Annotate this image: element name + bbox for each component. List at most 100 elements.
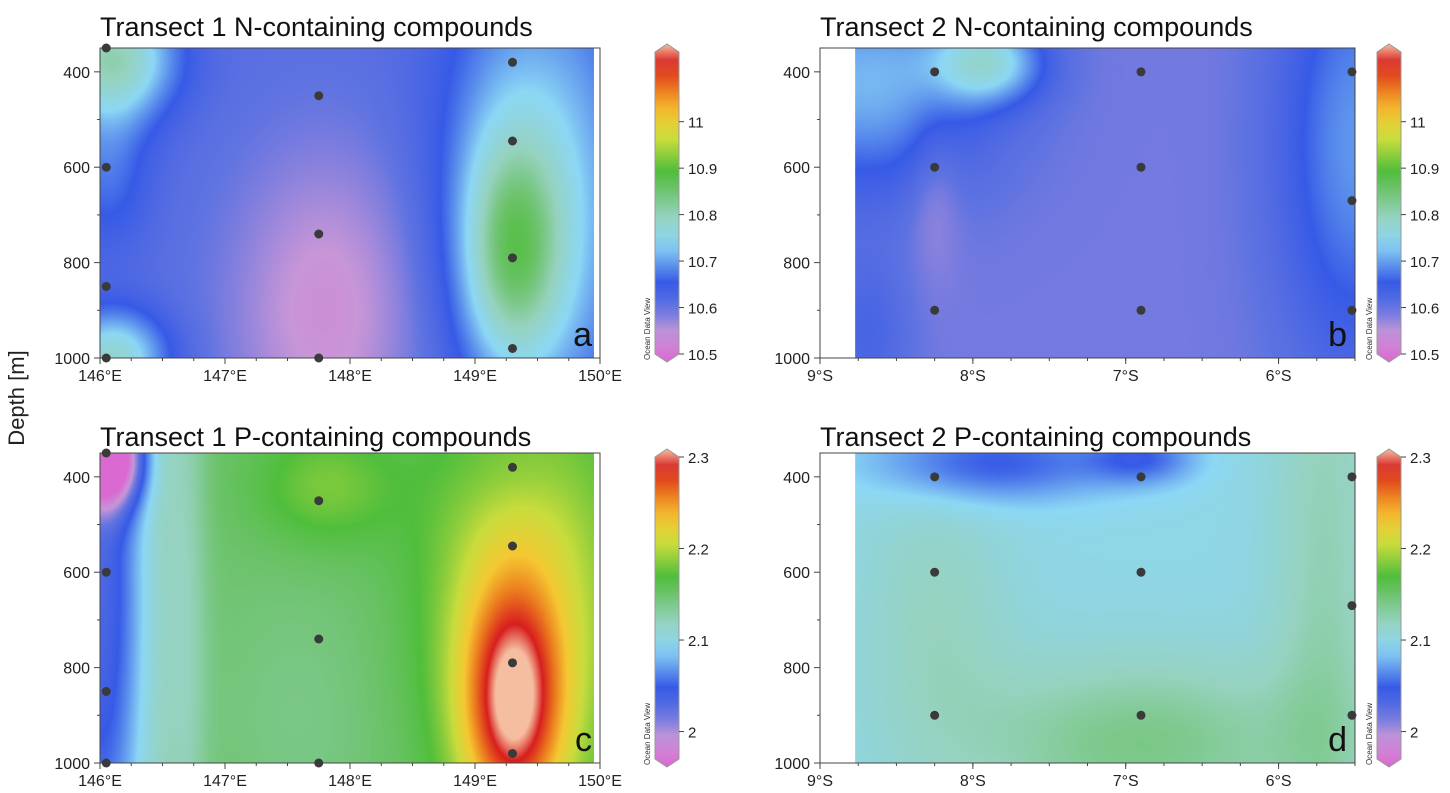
y-tick-label: 600 (63, 160, 90, 177)
colorbar-scale (654, 43, 680, 363)
sample-point-4 (101, 353, 111, 363)
colorbar-tick-label: 10.7 (688, 254, 717, 271)
sample-point-10 (508, 658, 517, 668)
y-tick-label: 400 (783, 470, 810, 487)
panel-letter: a (573, 316, 592, 354)
panel-title: Transect 1 P-containing compounds (100, 422, 531, 452)
sample-point-6 (314, 229, 324, 239)
x-tick-label: 8°S (960, 368, 986, 385)
colorbar: 2 2.1 2.2 2.3 Ocean Data View (643, 448, 709, 768)
shared-y-axis-label: Depth [m] (4, 350, 29, 445)
x-tick-label: 148°E (328, 773, 372, 790)
y-tick-label: 800 (63, 256, 90, 273)
colorbar-tick-label: 10.6 (688, 301, 717, 318)
heatmap-field (100, 453, 594, 763)
x-tick-label: 7°S (1113, 773, 1139, 790)
sample-point-3 (930, 305, 940, 315)
sample-point-7 (1347, 472, 1357, 482)
sample-point-8 (508, 57, 517, 67)
y-tick-label: 1000 (54, 351, 90, 368)
y-tick-label: 400 (63, 65, 90, 82)
sample-point-6 (314, 634, 324, 644)
sample-point-8 (1347, 601, 1357, 611)
colorbar-tick-label: 2 (1410, 725, 1418, 742)
colorbar-tick-label: 2.1 (688, 633, 709, 650)
heatmap-field (100, 48, 594, 358)
colorbar-tick-label: 10.8 (688, 208, 717, 225)
y-tick-label: 400 (63, 470, 90, 487)
panels: Transect 1 N-containing compounds a 400 600… (54, 12, 1439, 790)
sample-point-8 (508, 462, 517, 472)
sample-point-2 (101, 162, 111, 172)
x-tick-label: 7°S (1113, 368, 1139, 385)
x-tick-label: 149°E (453, 773, 497, 790)
sample-point-11 (508, 748, 517, 758)
ocean-data-view-watermark: Ocean Data View (1365, 298, 1374, 360)
colorbar: 10.5 10.6 10.7 10.8 10.9 11 Ocean Data View (1365, 43, 1439, 364)
colorbar-scale (654, 448, 680, 768)
y-tick-label: 600 (63, 565, 90, 582)
sample-point-2 (930, 162, 940, 172)
sample-point-10 (508, 253, 517, 263)
colorbar-tick-label: 10.5 (1410, 347, 1439, 364)
panel-a: Transect 1 N-containing compounds a 400 600… (54, 12, 717, 385)
colorbar-tick-label: 2.3 (688, 450, 709, 467)
y-tick-label: 800 (783, 661, 810, 678)
heatmap-field (855, 453, 1356, 763)
x-tick-label: 146°E (78, 368, 122, 385)
sample-point-9 (1347, 710, 1357, 720)
sample-point-9 (1347, 305, 1357, 315)
colorbar-tick-label: 2.2 (1410, 542, 1431, 559)
y-tick-label: 800 (783, 256, 810, 273)
heatmap-field (855, 48, 1356, 358)
y-tick-label: 800 (63, 661, 90, 678)
colorbar-tick-label: 2 (688, 725, 696, 742)
sample-point-1 (101, 448, 111, 458)
x-tick-label: 147°E (203, 368, 247, 385)
colorbar-tick-label: 11 (1410, 115, 1426, 132)
colorbar-tick-label: 2.2 (688, 542, 709, 559)
colorbar-tick-label: 2.1 (1410, 633, 1431, 650)
colorbar: 2 2.1 2.2 2.3 Ocean Data View (1365, 448, 1431, 768)
sample-point-5 (1136, 567, 1146, 577)
sample-point-6 (1136, 710, 1146, 720)
sample-point-3 (101, 686, 111, 696)
sample-point-6 (1136, 305, 1146, 315)
x-tick-label: 149°E (453, 368, 497, 385)
ocean-data-view-watermark: Ocean Data View (643, 298, 652, 360)
sample-point-5 (314, 496, 324, 506)
x-tick-label: 9°S (807, 773, 833, 790)
colorbar-tick-label: 10.6 (1410, 301, 1439, 318)
ocean-data-view-watermark: Ocean Data View (643, 703, 652, 765)
x-tick-label: 150°E (578, 368, 622, 385)
sample-point-2 (101, 567, 111, 577)
x-tick-label: 150°E (578, 773, 622, 790)
sample-point-3 (101, 281, 111, 291)
colorbar-tick-label: 2.3 (1410, 450, 1431, 467)
sample-point-1 (101, 43, 111, 53)
sample-point-4 (1136, 67, 1146, 77)
x-tick-label: 9°S (807, 368, 833, 385)
x-tick-label: 146°E (78, 773, 122, 790)
sample-point-9 (508, 541, 517, 551)
sample-point-1 (930, 472, 940, 482)
panel-title: Transect 2 N-containing compounds (820, 12, 1253, 42)
sample-point-1 (930, 67, 940, 77)
colorbar: 10.5 10.6 10.7 10.8 10.9 11 Ocean Data View (643, 43, 717, 364)
sample-point-8 (1347, 196, 1357, 206)
panel-title: Transect 2 P-containing compounds (820, 422, 1251, 452)
sample-point-11 (508, 343, 517, 353)
colorbar-tick-label: 10.5 (688, 347, 717, 364)
panel-d: Transect 2 P-containing compounds d 400 600… (774, 422, 1430, 790)
y-tick-label: 400 (783, 65, 810, 82)
panel-title: Transect 1 N-containing compounds (100, 12, 533, 42)
colorbar-tick-label: 10.9 (1410, 161, 1439, 178)
y-tick-label: 1000 (54, 756, 90, 773)
sample-point-9 (508, 136, 517, 146)
sample-point-5 (314, 91, 324, 101)
x-tick-label: 147°E (203, 773, 247, 790)
x-tick-label: 6°S (1266, 368, 1292, 385)
sample-point-5 (1136, 162, 1146, 172)
colorbar-tick-label: 10.8 (1410, 208, 1439, 225)
